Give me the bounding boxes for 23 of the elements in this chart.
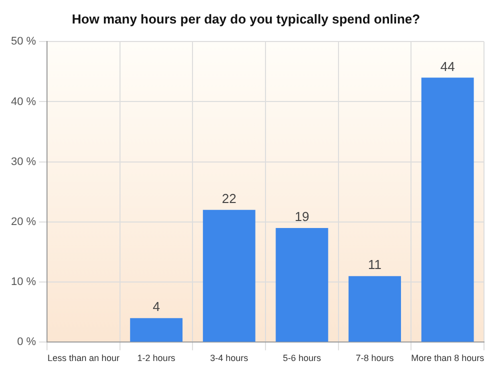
data-label: 44: [440, 58, 455, 74]
data-label: 4: [152, 299, 160, 314]
data-label: 22: [222, 191, 236, 206]
x-tick-label: 3-4 hours: [210, 353, 249, 364]
bar: [421, 78, 474, 342]
data-label: 19: [294, 209, 310, 224]
x-tick-label: Less than an hour: [47, 353, 120, 364]
x-tick-label: More than 8 hours: [411, 353, 485, 364]
chart-title: How many hours per day do you typically spend online?: [72, 11, 420, 26]
bar: [276, 228, 328, 342]
y-tick-label: 10 %: [10, 276, 36, 288]
y-tick-label: 50 %: [10, 36, 36, 48]
y-tick-label: 40 %: [10, 96, 36, 108]
x-tick-label: 7-8 hours: [356, 353, 394, 364]
x-tick-label: 1-2 hours: [137, 353, 176, 364]
bar: [202, 210, 256, 342]
x-tick-label: 5-6 hours: [282, 353, 322, 364]
y-tick-label: 20 %: [10, 216, 36, 228]
y-tick-label: 30 %: [10, 156, 36, 168]
data-label: 11: [368, 257, 382, 272]
bar: [130, 318, 183, 342]
y-tick-label: 0 %: [17, 336, 36, 348]
bar: [348, 276, 401, 342]
